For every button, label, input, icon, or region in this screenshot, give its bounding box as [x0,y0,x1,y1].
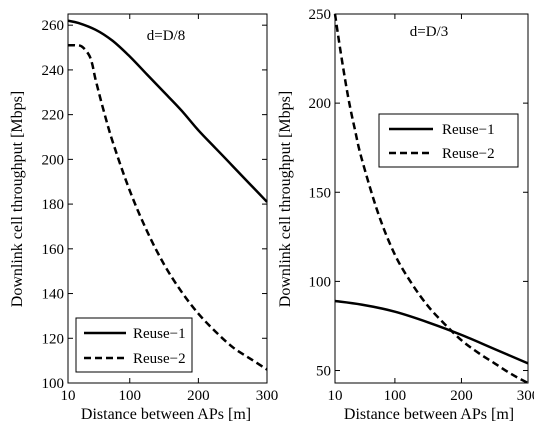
y-tick-label: 260 [42,18,65,34]
y-tick-label: 100 [309,274,332,290]
x-tick-label: 10 [61,388,76,404]
legend-box [75,317,193,373]
legend-label-reuse-1: Reuse−1 [442,122,495,138]
y-tick-label: 50 [316,364,331,380]
legend-box [378,113,519,168]
y-tick-label: 180 [42,197,65,213]
plot-frame [67,13,268,384]
x-tick-label: 300 [256,388,279,404]
plot-frame [334,13,529,384]
x-tick-label: 200 [450,388,473,404]
series-layer [333,13,529,385]
x-axis-label: Distance between APs [m] [344,406,514,423]
chart-panel-right: 10 100 200 300 50 100 150 200 250 d=D/3 Distance… [277,7,534,423]
legend-label-reuse-1: Reuse−1 [133,326,186,342]
legend-label-reuse-2: Reuse−2 [442,146,495,162]
y-tick-label: 100 [42,376,65,392]
legend-label-reuse-2: Reuse−2 [133,351,186,367]
legend: Reuse−1 Reuse−2 [378,113,519,168]
chart-annotation: d=D/8 [147,28,185,44]
x-axis-label: Distance between APs [m] [81,406,251,423]
x-tick-label: 10 [328,388,343,404]
legend: Reuse−1 Reuse−2 [75,317,193,373]
series-layer [67,19,268,371]
y-tick-label: 200 [42,152,65,168]
y-axis-label: Downlink cell throughput [Mbps] [9,91,26,307]
y-tick-label: 120 [42,331,65,347]
y-tick-label: 220 [42,108,65,124]
x-tick-label: 100 [119,388,142,404]
x-tick-label: 200 [187,388,210,404]
x-tick-label: 300 [517,388,534,404]
series-line-reuse-1 [334,299,529,365]
y-axis-label: Downlink cell throughput [Mbps] [277,91,294,307]
y-tick-label: 240 [42,63,65,79]
y-tick-label: 140 [42,287,65,303]
y-tick-label: 200 [309,96,332,112]
chart-annotation: d=D/3 [410,24,448,40]
series-line-reuse-1 [67,19,268,203]
y-tick-label: 250 [309,7,332,23]
series-line-reuse-2 [333,13,529,385]
y-tick-label: 160 [42,242,65,258]
y-tick-label: 150 [309,185,332,201]
x-tick-label: 100 [384,388,407,404]
tick-layer: 10 100 200 300 50 100 150 200 250 [309,7,534,404]
series-line-reuse-2 [67,43,268,371]
